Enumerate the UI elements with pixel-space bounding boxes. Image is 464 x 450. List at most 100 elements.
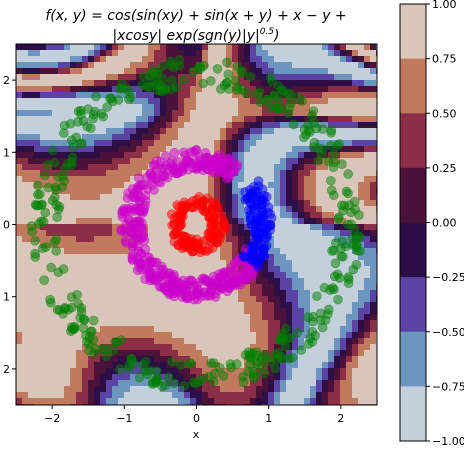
contour-cell [130, 116, 137, 123]
contour-cell [190, 398, 197, 405]
scatter-point [52, 212, 62, 222]
contour-cell [238, 248, 245, 255]
contour-cell [40, 164, 47, 171]
contour-cell [334, 56, 341, 63]
contour-cell [34, 152, 41, 159]
contour-cell [112, 302, 119, 309]
contour-cell [94, 332, 101, 339]
contour-cell [184, 254, 191, 261]
contour-cell [364, 206, 371, 213]
contour-cell [82, 152, 89, 159]
contour-cell [112, 320, 119, 327]
contour-cell [214, 356, 221, 363]
contour-cell [292, 164, 299, 171]
contour-cell [262, 260, 269, 267]
contour-cell [88, 50, 95, 57]
contour-cell [22, 392, 29, 399]
contour-cell [94, 284, 101, 291]
contour-cell [16, 176, 23, 183]
contour-cell [100, 146, 107, 153]
contour-cell [166, 326, 173, 333]
contour-cell [166, 116, 173, 123]
contour-cell [22, 68, 29, 75]
contour-cell [220, 248, 227, 255]
contour-cell [232, 380, 239, 387]
contour-cell [130, 278, 137, 285]
contour-cell [130, 68, 137, 75]
contour-cell [250, 176, 257, 183]
scatter-point [249, 372, 260, 382]
contour-cell [250, 380, 257, 387]
contour-cell [286, 224, 293, 231]
contour-cell [178, 68, 185, 75]
contour-cell [256, 386, 263, 393]
contour-cell [160, 206, 167, 213]
contour-cell [304, 44, 311, 51]
contour-cell [256, 116, 263, 123]
contour-cell [160, 398, 167, 405]
contour-cell [46, 110, 53, 117]
contour-cell [340, 176, 347, 183]
contour-cell [358, 104, 365, 111]
contour-cell [70, 224, 77, 231]
contour-cell [154, 206, 161, 213]
contour-cell [28, 74, 35, 81]
contour-cell [226, 350, 233, 357]
contour-cell [202, 98, 209, 105]
contour-cell [280, 176, 287, 183]
contour-cell [112, 308, 119, 315]
contour-cell [328, 302, 335, 309]
contour-cell [232, 68, 239, 75]
contour-cell [58, 158, 65, 165]
contour-cell [346, 122, 353, 129]
contour-cell [100, 62, 107, 69]
contour-cell [40, 332, 47, 339]
contour-cell [358, 314, 365, 321]
contour-cell [100, 86, 107, 93]
contour-cell [28, 164, 35, 171]
contour-cell [52, 44, 59, 51]
contour-cell [250, 392, 257, 399]
contour-cell [286, 194, 293, 201]
contour-cell [112, 398, 119, 405]
contour-cell [154, 134, 161, 141]
contour-cell [34, 272, 41, 279]
contour-cell [106, 254, 113, 261]
scatter-point [252, 359, 262, 369]
contour-cell [64, 338, 71, 345]
contour-cell [280, 242, 287, 249]
contour-cell [214, 188, 221, 195]
contour-cell [118, 104, 125, 111]
contour-cell [16, 350, 23, 357]
scatter-point [347, 233, 358, 244]
contour-cell [106, 386, 113, 393]
contour-cell [112, 92, 119, 99]
contour-cell [166, 140, 173, 147]
contour-cell [364, 182, 371, 189]
contour-cell [82, 266, 89, 273]
contour-cell [22, 260, 29, 267]
contour-cell [64, 98, 71, 105]
contour-cell [16, 68, 23, 75]
contour-cell [58, 326, 65, 333]
scatter-point [164, 268, 175, 278]
contour-cell [358, 74, 365, 81]
contour-cell [22, 110, 29, 117]
contour-cell [82, 380, 89, 387]
contour-cell [64, 332, 71, 339]
contour-cell [244, 224, 251, 231]
contour-cell [298, 218, 305, 225]
contour-cell [328, 278, 335, 285]
contour-cell [340, 74, 347, 81]
contour-cell [52, 302, 59, 309]
contour-cell [130, 386, 137, 393]
contour-cell [82, 260, 89, 267]
contour-cell [328, 254, 335, 261]
contour-cell [70, 212, 77, 219]
contour-cell [130, 398, 137, 405]
contour-cell [190, 92, 197, 99]
contour-cell [352, 272, 359, 279]
contour-cell [322, 194, 329, 201]
contour-cell [28, 158, 35, 165]
contour-cell [220, 140, 227, 147]
